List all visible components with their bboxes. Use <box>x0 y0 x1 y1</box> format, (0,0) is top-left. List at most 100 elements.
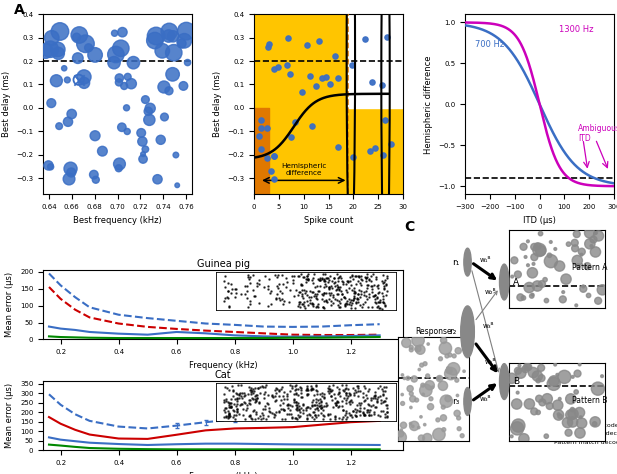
Point <box>573 262 583 270</box>
Point <box>590 248 600 256</box>
Point <box>403 374 413 382</box>
Point <box>74 31 84 39</box>
Point <box>84 44 94 52</box>
X-axis label: Spike count: Spike count <box>304 216 353 225</box>
Point <box>536 230 545 237</box>
Point <box>558 296 568 303</box>
Point <box>568 410 578 418</box>
Point <box>426 403 436 410</box>
Point <box>443 395 453 402</box>
Point <box>570 245 580 252</box>
Point <box>511 400 521 408</box>
Text: A: A <box>513 278 519 286</box>
Point <box>434 375 444 383</box>
Point <box>59 64 69 72</box>
Point <box>398 400 408 407</box>
Point <box>459 367 469 375</box>
Point <box>510 256 520 264</box>
Point <box>150 37 160 45</box>
Point <box>256 145 266 153</box>
Point <box>264 40 274 47</box>
Point <box>254 133 263 140</box>
Point <box>561 275 571 283</box>
Point <box>412 346 421 353</box>
Point <box>183 59 193 66</box>
Point <box>53 46 63 53</box>
Point <box>532 372 542 380</box>
Title: Cat: Cat <box>215 370 231 380</box>
Point <box>519 243 529 251</box>
Point <box>348 154 358 161</box>
Point <box>536 247 545 255</box>
Point <box>529 369 539 376</box>
Point <box>263 43 273 50</box>
Text: C: C <box>404 220 415 235</box>
Point <box>542 297 552 304</box>
Point <box>574 409 584 416</box>
Point <box>441 397 451 405</box>
Legend: Peak decoder, Hemispheric decoder, Smoothed peak decoder, Pattern match decoder: Peak decoder, Hemispheric decoder, Smoot… <box>537 411 617 447</box>
X-axis label: ITD (μs): ITD (μs) <box>523 216 556 225</box>
Point <box>138 137 147 145</box>
Point <box>521 365 531 373</box>
Point <box>138 155 148 163</box>
Point <box>116 45 126 52</box>
Point <box>273 64 283 71</box>
Point <box>570 239 580 246</box>
Point <box>143 108 153 115</box>
Point <box>552 371 562 379</box>
Point <box>438 403 448 411</box>
Point <box>560 373 569 381</box>
Point <box>452 376 462 384</box>
Point <box>507 273 517 281</box>
Point <box>563 429 573 437</box>
Text: w₁ᴮ: w₁ᴮ <box>484 359 496 365</box>
Point <box>513 422 523 429</box>
Point <box>321 73 331 81</box>
Point <box>555 262 565 270</box>
Point <box>546 238 556 246</box>
Point <box>593 385 603 392</box>
Point <box>397 391 407 398</box>
Point <box>409 375 419 383</box>
Point <box>407 346 416 354</box>
Point <box>512 425 522 432</box>
Point <box>330 52 340 60</box>
Point <box>523 261 533 269</box>
Point <box>46 100 56 107</box>
Point <box>79 79 89 87</box>
Point <box>571 301 581 309</box>
Point <box>159 83 169 91</box>
Point <box>528 269 537 277</box>
Point <box>540 276 550 283</box>
Point <box>155 136 165 144</box>
Point <box>590 420 600 428</box>
Point <box>597 373 607 380</box>
Point <box>138 150 148 158</box>
Circle shape <box>500 364 509 400</box>
Point <box>122 104 131 111</box>
Point <box>424 382 434 389</box>
Point <box>396 426 406 434</box>
Point <box>534 395 544 402</box>
Point <box>378 152 387 159</box>
Point <box>151 32 161 40</box>
Point <box>563 419 573 426</box>
Point <box>311 82 321 90</box>
Point <box>418 391 428 398</box>
Point <box>145 105 155 112</box>
Point <box>176 40 186 47</box>
Point <box>575 429 585 437</box>
Point <box>522 363 532 370</box>
Point <box>545 402 555 410</box>
Point <box>269 153 279 160</box>
Point <box>41 47 51 55</box>
Point <box>532 242 542 250</box>
Point <box>402 339 412 346</box>
Point <box>416 434 426 442</box>
Point <box>534 246 544 254</box>
Point <box>90 132 100 139</box>
Point <box>119 82 129 90</box>
X-axis label: Best frequency (kHz): Best frequency (kHz) <box>73 216 162 225</box>
Point <box>449 352 459 360</box>
